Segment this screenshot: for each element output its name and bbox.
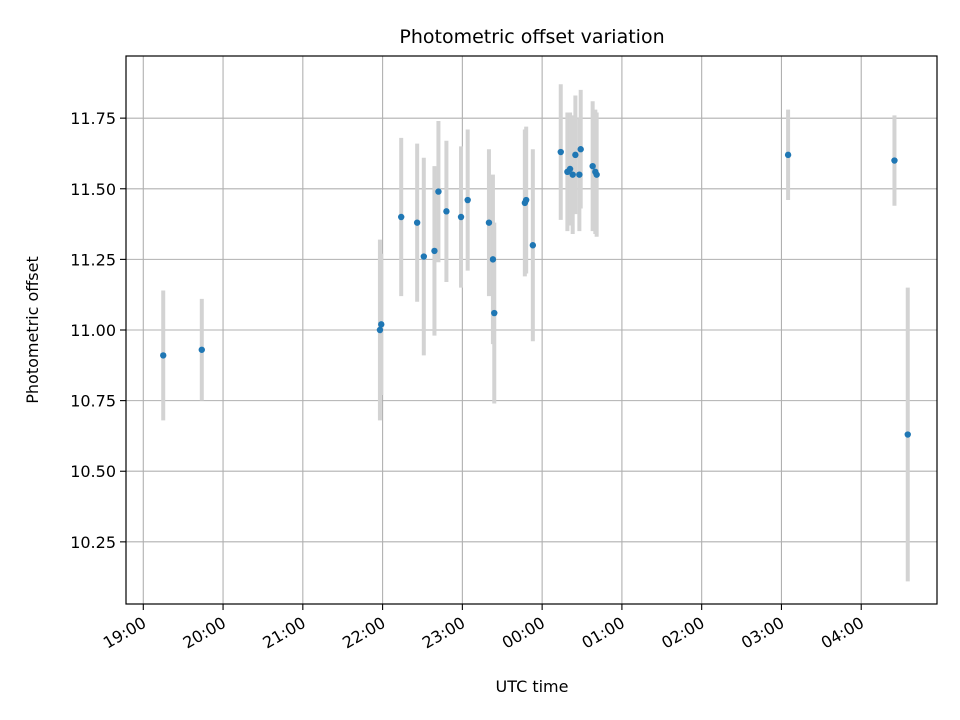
data-point [489, 256, 497, 263]
y-tick-label: 11.00 [70, 321, 116, 340]
data-point [577, 146, 584, 153]
data-point [569, 171, 576, 178]
data-point [491, 309, 498, 317]
data-point [529, 242, 537, 249]
data-point [398, 213, 405, 221]
y-tick-label: 11.25 [70, 250, 116, 269]
data-point [160, 352, 167, 359]
data-point [431, 247, 438, 255]
data-point [576, 171, 583, 178]
data-point [522, 196, 530, 204]
y-tick-label: 11.50 [70, 180, 116, 199]
data-point [435, 188, 442, 195]
data-point [378, 321, 385, 328]
data-point [485, 219, 493, 226]
data-point [457, 213, 465, 221]
y-tick-label: 10.50 [70, 462, 116, 481]
data-point [443, 208, 450, 215]
data-point [198, 346, 205, 353]
data-point [589, 162, 596, 170]
y-tick-label: 10.25 [70, 533, 116, 552]
data-point [593, 171, 600, 178]
chart-title: Photometric offset variation [399, 26, 664, 48]
x-axis-label: UTC time [496, 677, 569, 696]
data-point [557, 148, 564, 156]
data-point [420, 253, 428, 260]
data-point [572, 151, 579, 159]
data-point [891, 157, 898, 164]
y-axis: 10.25 10.50 10.75 11.00 11.25 11.50 11.75 [70, 109, 126, 552]
y-tick-label: 11.75 [70, 109, 116, 128]
y-tick-label: 10.75 [70, 392, 116, 411]
data-point [566, 165, 574, 173]
data-point [904, 431, 911, 438]
data-point [376, 326, 384, 334]
data-point [784, 151, 792, 159]
data-point [464, 196, 471, 204]
data-point [413, 219, 421, 226]
y-axis-label: Photometric offset [23, 256, 42, 404]
data-points [160, 146, 911, 438]
